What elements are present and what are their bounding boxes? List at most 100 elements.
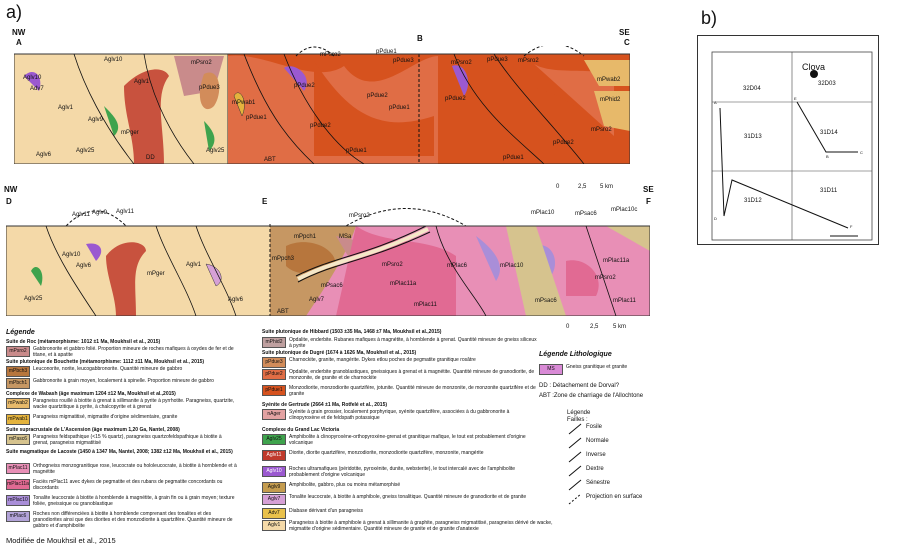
unit-label: Aglv25 [206, 148, 225, 154]
note-abt: ABT :Zone de charriage de l'Allochtone [539, 393, 644, 399]
legend-desc: Tonalite leucocrate à biotite à hornblen… [33, 495, 235, 507]
fault-label: Projection en surface [586, 494, 643, 500]
unit-label: Adv7 [30, 86, 44, 92]
town-clova: Clova [802, 62, 826, 72]
legend-swatch: mPbch1 [6, 378, 30, 389]
sheet-label: 32D04 [743, 86, 761, 92]
panel-a-label: a) [6, 2, 23, 22]
unit-label: pPdue2 [445, 96, 466, 102]
legend-swatch: mPsro2 [6, 346, 30, 357]
unit-label: mPsac6 [535, 298, 557, 304]
legend-row: MS Gneiss granitique et granite [539, 364, 666, 375]
unit-label: mPsro2 [191, 60, 212, 66]
cross-section-2 [6, 208, 650, 316]
legend-row: mPlac10 Tonalite leucocrate à biotite à h… [6, 495, 238, 507]
panel-b-label: b) [701, 8, 718, 28]
unit-label: mPsro2 [518, 58, 539, 64]
unit-label: DD [146, 155, 155, 161]
legend-desc: Monzodiorite, monzodiorite quartzifère, … [289, 385, 536, 397]
scale-label: 0 [556, 184, 560, 190]
legend-swatch: Aglv11 [262, 450, 286, 461]
unit-label: mPpch3 [272, 256, 295, 262]
legend-swatch: mPwab2 [6, 398, 30, 409]
fault-label: Sénestre [586, 480, 611, 486]
unit-label: MSa [339, 234, 352, 240]
map-point: F [850, 224, 853, 229]
scale-label: 5 km [600, 184, 614, 190]
unit-label: pPdue2 [553, 140, 574, 146]
suite-title: Suite plutonique de Bouchette (métamorph… [6, 359, 205, 365]
legend-desc: Gneiss granitique et granite [566, 364, 628, 370]
unit-label: mPlac10c [611, 207, 638, 213]
map-point: E [794, 96, 797, 101]
section2-corner-e: E [262, 197, 268, 206]
suite-title: Complexe de Wabash (âge maximum 1204 ±12… [6, 391, 176, 397]
legend-desc: Charnockite, granite, mangérite. Dykes e… [289, 357, 476, 363]
unit-label: mPlac11a [390, 281, 417, 287]
legend-row: mPlac11 Orthogneiss monzogranitique rose,… [6, 463, 238, 475]
legend-swatch: nAger [262, 409, 286, 420]
legend-row: mPasc6 Paragneiss feldspathique (<15 % qu… [6, 434, 238, 446]
unit-label: mPwab2 [597, 77, 621, 83]
unit-label: mPlac11a [603, 258, 630, 264]
legend-row: mPbch3 Leuconorite, norite, leucogabbrono… [6, 366, 238, 377]
legend-row: mPwab1 Paragneiss migmatitisé, migmatite … [6, 414, 238, 425]
unit-label: mPsro2 [382, 262, 403, 268]
map-point: A [714, 100, 717, 105]
sheet-label: 32D03 [818, 81, 836, 87]
unit-label: mPsro2 [320, 52, 341, 58]
legend-swatch: Aglv25 [262, 434, 286, 445]
legend-desc: Leuconorite, norite, leucogabbronorite. … [33, 366, 183, 372]
unit-label: mPsro2 [451, 60, 472, 66]
unit-label: mPlac11 [613, 298, 636, 304]
legend-desc: Opdalite, enderbite granoblastiques, gne… [289, 369, 535, 381]
sheet-label: 31D14 [820, 130, 838, 136]
legend-swatch: MS [539, 364, 563, 375]
legend-swatch: Aglv7 [262, 494, 286, 505]
legend-row: pPdue2 Opdalite, enderbite granoblastique… [262, 369, 539, 381]
cross-section-1 [14, 46, 630, 164]
legend-row: mPbch1 Gabbronorite à grain moyen, locale… [6, 378, 238, 389]
unit-label: pPdue1 [246, 115, 267, 121]
scale-label: 0 [566, 324, 570, 330]
legend-desc: Paragneiss rouillé à biotite à grenat à … [33, 398, 235, 410]
unit-label: mPsac6 [575, 211, 597, 217]
legend-row: mPwab2 Paragneiss rouillé à biotite à gre… [6, 398, 238, 410]
legend-swatch: Adv7 [262, 508, 286, 519]
legend-desc: Amphibolite, gabbro, plus ou moins métam… [289, 482, 401, 488]
legend-row: Adv7 Diabase dérivant d'un paragneiss [262, 508, 539, 519]
legend-swatch: Aglv9 [262, 482, 286, 493]
section1-corner-b: B [417, 34, 423, 43]
litho-title: Légende Lithologique [539, 351, 612, 358]
unit-label: Aglv7 [309, 297, 325, 303]
unit-label: Aglv11 [116, 209, 134, 215]
unit-label: Aglv10 [104, 57, 123, 63]
fault-label: Dextre [586, 466, 604, 472]
unit-label: pPdue1 [376, 49, 397, 55]
unit-label: Aglv6 [228, 297, 244, 303]
legend-desc: Paragneiss feldspathique (<15 % quartz),… [33, 434, 222, 446]
legend-desc: Syénite à grain grossier, localement por… [289, 409, 510, 421]
scale-label: 5 km [613, 324, 627, 330]
legend-swatch: mPhid2 [262, 337, 286, 348]
legend-swatch: mPbch3 [6, 366, 30, 377]
suite-title: Suite supracrustale de L'Ascension (âge … [6, 427, 180, 433]
section1-corner-c: C [624, 38, 630, 47]
unit-label: Aglv6 [36, 152, 52, 158]
unit-label: pPdue3 [199, 85, 220, 91]
sheet-label: 31D11 [820, 188, 838, 194]
section2-nw: NW [4, 185, 18, 194]
suite-title: Syénite de Gertrude (2664 ±1 Ma, Rotfelé… [262, 402, 388, 408]
legend-row: mPhid2 Opdalite, enderbite. Rubanes mafiq… [262, 337, 539, 349]
unit-label: ABT [277, 309, 289, 315]
legend-desc: Paragneiss à biotite à amphibole à grena… [289, 520, 553, 532]
legend-swatch: mPasc6 [6, 434, 30, 445]
legend-title: Légende [6, 329, 35, 336]
unit-label: Aglv9 [88, 117, 104, 123]
unit-label: mPhid2 [600, 97, 621, 103]
legend-row: mPlac6 Roches non différenciées à biotite… [6, 511, 238, 529]
unit-label: Aglv9 [92, 210, 108, 216]
legend-row: Aglv25 Amphibolite à clinopyroxène-orthop… [262, 434, 539, 446]
fault-label: Normale [586, 438, 609, 444]
legend-swatch: mPlac11a [6, 479, 30, 490]
